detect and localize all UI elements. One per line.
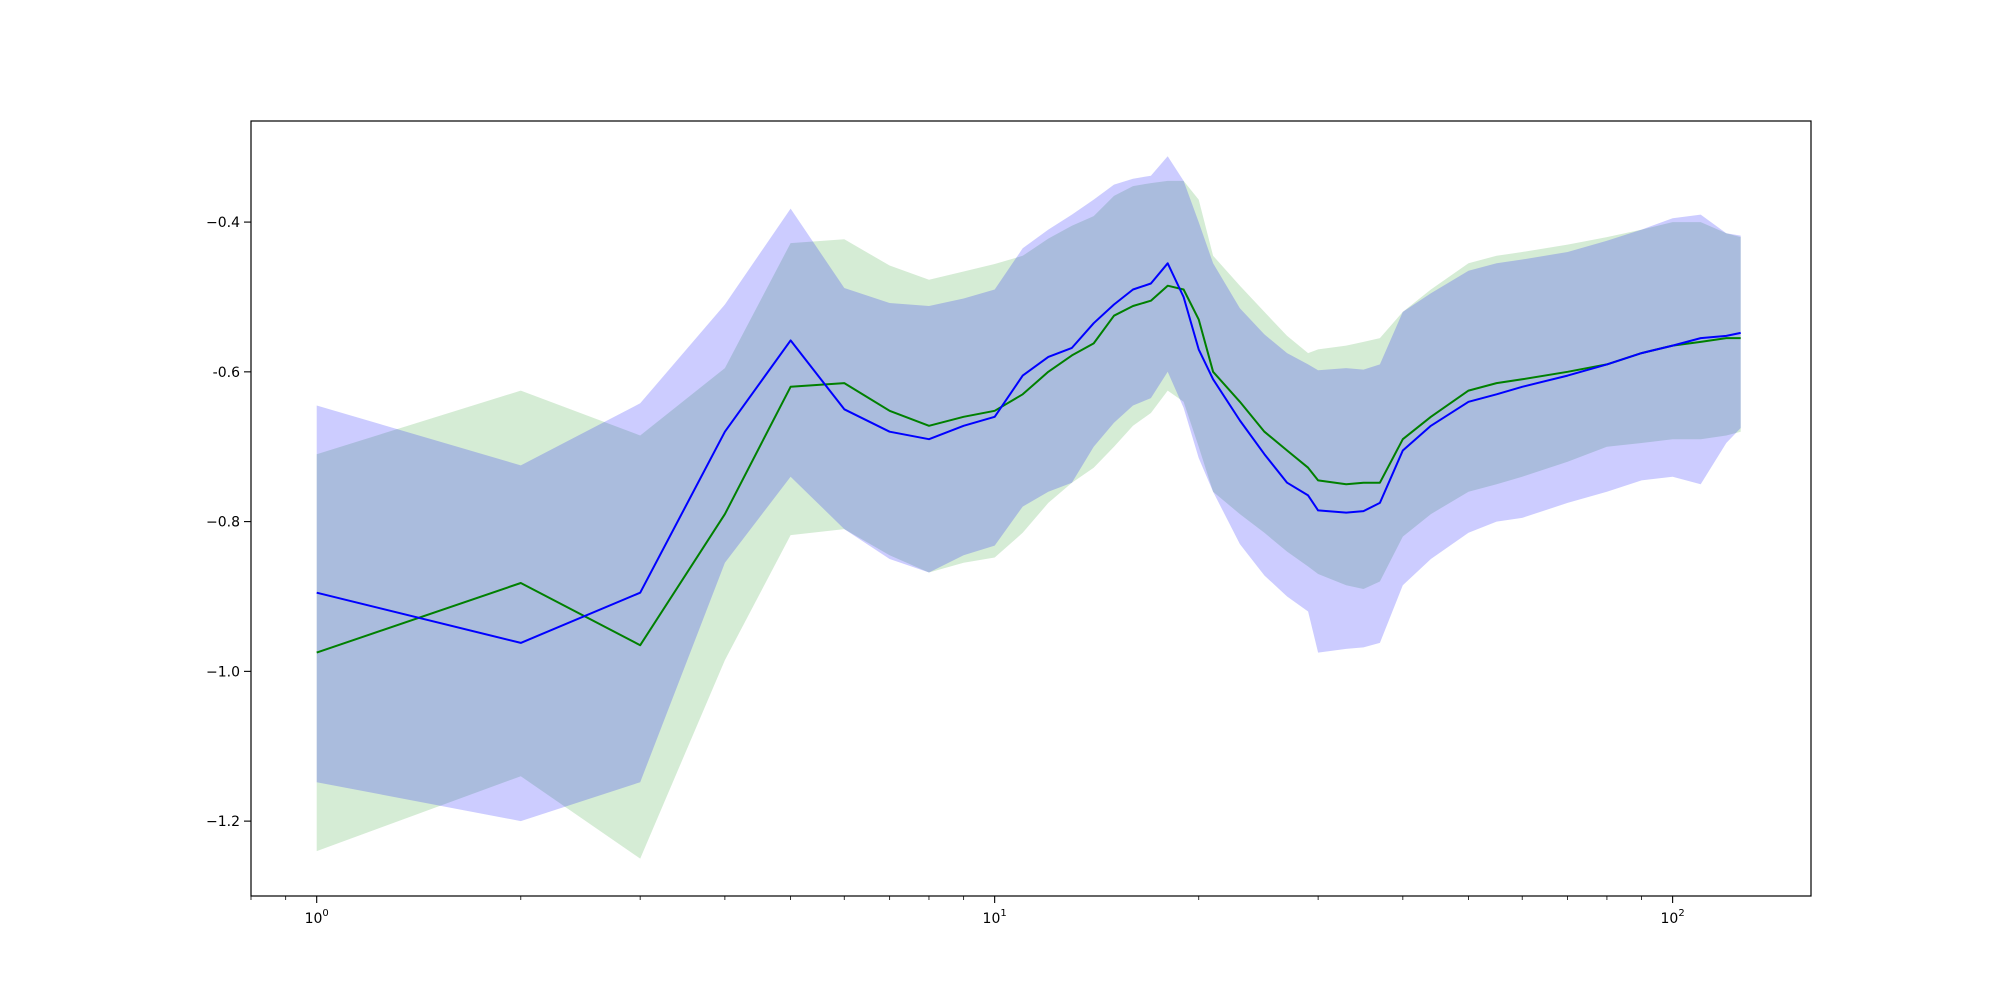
y-tick-label: −0.4 — [206, 215, 240, 231]
x-axis: 100 101 102 — [250, 896, 1685, 927]
y-tick-label: −1.0 — [206, 664, 240, 680]
series-lines — [316, 262, 1741, 654]
y-tick-label: −0.8 — [206, 515, 240, 531]
series-line-2 — [316, 262, 1741, 644]
confidence-band-2 — [316, 156, 1741, 822]
y-axis: −0.4 -0.6 −0.8 −1.0 −1.2 — [206, 215, 251, 830]
plot-frame — [250, 120, 1812, 897]
confidence-bands — [316, 156, 1741, 859]
x-tick-label: 101 — [983, 908, 1007, 927]
series-line-1 — [316, 284, 1741, 654]
x-tick-label: 102 — [1661, 908, 1685, 927]
confidence-band-1 — [316, 180, 1741, 859]
y-tick-label: −1.2 — [206, 814, 240, 830]
x-tick-label: 100 — [305, 908, 329, 927]
y-tick-label: -0.6 — [213, 365, 240, 381]
